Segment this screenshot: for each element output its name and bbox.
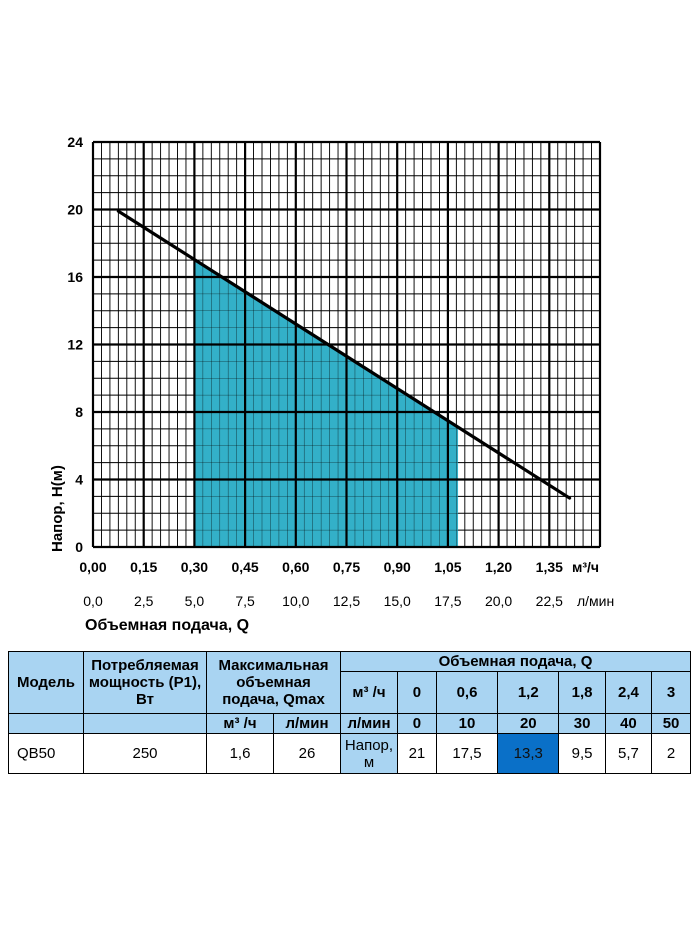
- y-tick-label: 16: [67, 269, 83, 285]
- flow-m3h-3: 1,8: [558, 671, 606, 714]
- x-tick-label: 0,30: [181, 559, 208, 575]
- y-tick-label: 24: [67, 134, 83, 150]
- operating-range-shaded-area: [194, 259, 459, 547]
- x-tick-labels-primary: 0,00 0,15 0,30 0,45 0,60 0,75 0,90 1,05 1,20 1,35: [79, 559, 563, 575]
- blank-model: [8, 713, 84, 734]
- x-tick-label-secondary: 10,0: [282, 593, 309, 609]
- head-value-4: 5,7: [604, 733, 653, 774]
- row-model: QB50: [8, 733, 84, 774]
- y-tick-label: 0: [75, 539, 83, 555]
- x-tick-label: 0,45: [231, 559, 258, 575]
- x-tick-label: 0,00: [79, 559, 106, 575]
- flow-lmin-4: 40: [604, 713, 653, 734]
- x-tick-label-secondary: 5,0: [185, 593, 205, 609]
- head-value-5: 2: [651, 733, 691, 774]
- x-tick-label: 0,60: [282, 559, 309, 575]
- y-tick-labels: 0 4 8 12 16 20 24: [67, 134, 83, 555]
- y-tick-label: 12: [67, 337, 83, 353]
- y-tick-label: 20: [67, 202, 83, 218]
- x-tick-labels-secondary: 0,0 2,5 5,0 7,5 10,0 12,5 15,0 17,5 20,0 22,5: [83, 593, 563, 609]
- flow-m3h-2: 1,2: [497, 671, 560, 714]
- row-head-label: Напор, м: [340, 733, 398, 774]
- spec-table: Модель Потребляемая мощность (P1), Вт Ма…: [8, 651, 691, 774]
- row-power: 250: [83, 733, 207, 774]
- x-tick-label: 1,35: [536, 559, 563, 575]
- x-tick-label-secondary: 2,5: [134, 593, 154, 609]
- y-tick-label: 8: [75, 404, 83, 420]
- row-qmax-m3h: 1,6: [206, 733, 274, 774]
- x-tick-label-secondary: 22,5: [536, 593, 563, 609]
- x-tick-label-secondary: 15,0: [384, 593, 411, 609]
- y-axis-title: Напор, Н(м): [49, 465, 66, 552]
- x-tick-label-secondary: 17,5: [434, 593, 461, 609]
- header-max-flow: Максимальная объемная подача, Qmax: [206, 651, 341, 714]
- flow-lmin-1: 10: [435, 713, 499, 734]
- head-flow-curve: [116, 209, 572, 500]
- x-tick-label-secondary: 0,0: [83, 593, 103, 609]
- x-unit-secondary-label: л/мин: [577, 593, 614, 609]
- x-tick-label: 0,90: [384, 559, 411, 575]
- unit-lmin: л/мин: [273, 713, 341, 734]
- flow-lmin-3: 30: [558, 713, 606, 734]
- header-flow: Объемная подача, Q: [340, 651, 691, 672]
- flow-m3h-1: 0,6: [435, 671, 499, 714]
- header-model: Модель: [8, 651, 84, 714]
- row-qmax-lmin: 26: [273, 733, 341, 774]
- blank-power: [83, 713, 207, 734]
- head-value-1: 17,5: [435, 733, 499, 774]
- x-tick-label: 1,05: [434, 559, 461, 575]
- head-value-3: 9,5: [558, 733, 606, 774]
- x-tick-label-secondary: 20,0: [485, 593, 512, 609]
- unit-m3h: м³ /ч: [206, 713, 274, 734]
- flow-lmin-0: 0: [397, 713, 437, 734]
- major-grid: [91, 140, 602, 549]
- x-tick-label: 0,15: [130, 559, 157, 575]
- x-tick-label: 1,20: [485, 559, 512, 575]
- x-tick-label-secondary: 12,5: [333, 593, 360, 609]
- head-value-2-highlighted: 13,3: [497, 733, 560, 774]
- flow-m3h-0: 0: [397, 671, 437, 714]
- head-value-0: 21: [397, 733, 437, 774]
- y-tick-label: 4: [75, 472, 83, 488]
- flow-m3h-5: 3: [651, 671, 691, 714]
- flow-lmin-5: 50: [651, 713, 691, 734]
- pump-performance-chart: 0 4 8 12 16 20 24 0,00 0,15 0,30 0,45 0,60 0,75 0,90…: [49, 134, 614, 634]
- x-tick-label-secondary: 7,5: [235, 593, 255, 609]
- x-axis-title: Объемная подача, Q: [85, 617, 249, 634]
- flow-m3h-4: 2,4: [604, 671, 653, 714]
- flow-m3h-label: м³ /ч: [340, 671, 398, 714]
- header-power: Потребляемая мощность (P1), Вт: [83, 651, 207, 714]
- flow-lmin-2: 20: [497, 713, 560, 734]
- x-tick-label: 0,75: [333, 559, 360, 575]
- flow-lmin-label: л/мин: [340, 713, 398, 734]
- x-unit-primary-label: м³/ч: [572, 559, 599, 575]
